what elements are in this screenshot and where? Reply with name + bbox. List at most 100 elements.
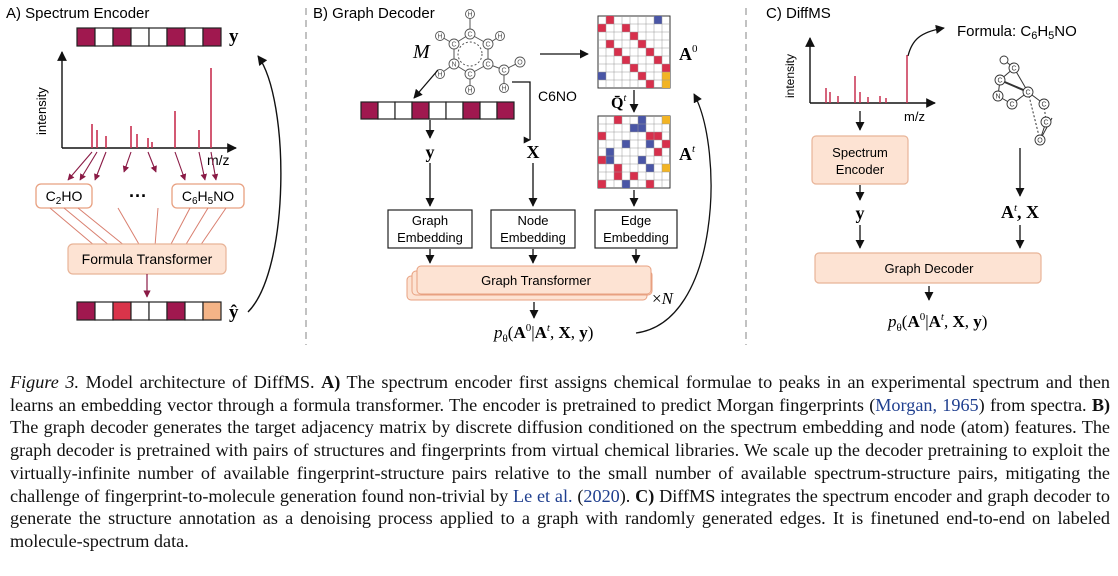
matrix-cell	[646, 140, 654, 148]
at-label: At	[679, 143, 696, 164]
b-y-vector	[360, 101, 515, 120]
matrix-cell	[606, 148, 614, 156]
panel-a: A) Spectrum Encoder y intensity m/z	[6, 5, 282, 323]
times-n-label: ×N	[652, 289, 675, 308]
matrix-cell	[606, 16, 614, 24]
matrix-cell	[598, 72, 606, 80]
matrix-cell	[654, 148, 662, 156]
svg-text:C: C	[1043, 120, 1048, 127]
caption-cite-le-year[interactable]: 2020	[583, 485, 620, 506]
matrix-cell	[622, 24, 630, 32]
svg-text:H: H	[467, 12, 472, 19]
matrix-cell	[614, 116, 622, 124]
matrix-cell	[614, 164, 622, 172]
caption-figure-label: Figure 3.	[10, 372, 80, 392]
matrix-cell	[630, 124, 638, 132]
c-y-label: y	[856, 203, 865, 223]
caption-cite-morgan[interactable]: Morgan, 1965	[875, 394, 979, 415]
matrix-cell	[646, 164, 654, 172]
svg-text:N: N	[995, 94, 1000, 101]
node-embedding-label-2: Embedding	[500, 230, 566, 245]
c-intensity-label: intensity	[783, 54, 797, 98]
formula-left-text: C2HO	[46, 188, 83, 207]
b-feedback-arrow	[635, 93, 712, 334]
svg-text:C: C	[1025, 90, 1030, 97]
matrix-cell	[638, 116, 646, 124]
c-mz-label: m/z	[904, 109, 925, 124]
c-noisy-graph-icon: C C N C C C C O	[992, 55, 1053, 146]
matrix-cell	[598, 24, 606, 32]
b-mol-to-x-line	[512, 81, 531, 140]
edge-embedding-box	[594, 209, 678, 249]
matrix-cell	[662, 64, 670, 72]
matrix-cell	[598, 180, 606, 188]
a-mz-label: m/z	[207, 152, 230, 168]
matrix-cell	[638, 40, 646, 48]
a-formula-lines	[49, 207, 227, 247]
y-vector-top	[76, 27, 222, 47]
caption-text-b: The graph decoder generates the target a…	[10, 417, 1110, 506]
c-spectrum-encoder-label-2: Encoder	[836, 162, 885, 177]
matrix-cell	[646, 48, 654, 56]
graph-embedding-label-2: Embedding	[397, 230, 463, 245]
matrix-cell	[654, 132, 662, 140]
a-peak-arrows	[67, 151, 219, 181]
a-intensity-label: intensity	[34, 87, 49, 135]
b-molecule-icon: HC CC CN CH HH HC OH	[435, 9, 526, 95]
svg-text:H: H	[501, 86, 506, 93]
matrix-cell	[662, 72, 670, 80]
c-graph-decoder-label: Graph Decoder	[885, 261, 975, 276]
caption-a-label: A)	[321, 372, 341, 392]
matrix-cell	[662, 140, 670, 148]
matrix-cell	[662, 164, 670, 172]
b-output-label: pθ(A0|At, X, y)	[493, 322, 593, 345]
y-output-label: y	[229, 26, 239, 47]
caption-text-a: The spectrum encoder first assigns chemi…	[10, 372, 1111, 415]
c-formula-arrow	[907, 24, 945, 57]
svg-text:H: H	[437, 72, 442, 79]
panel-c: C) DiffMS Formula: C6H5NO intensity m/z	[766, 5, 1077, 334]
matrix-cell	[598, 132, 606, 140]
a0-label: A0	[679, 43, 698, 64]
b-formula-label: C6NO	[538, 88, 577, 104]
graph-transformer-stack	[406, 265, 653, 301]
svg-text:C: C	[1009, 102, 1014, 109]
caption-text-intro: Model architecture of DiffMS.	[85, 372, 315, 392]
svg-text:H: H	[467, 88, 472, 95]
caption-text-c: DiffMS integrates the spectrum encoder a…	[10, 485, 1110, 551]
node-embedding-label-1: Node	[517, 213, 548, 228]
matrix-cell	[606, 156, 614, 164]
formula-dots: ···	[129, 186, 147, 206]
matrix-cell	[646, 180, 654, 188]
panel-a-title: A) Spectrum Encoder	[6, 5, 149, 22]
edge-embedding-label-1: Edge	[621, 213, 651, 228]
matrix-cell	[638, 72, 646, 80]
svg-text:N: N	[451, 62, 456, 69]
b-x-label: X	[527, 142, 540, 162]
formula-box-left	[35, 183, 93, 209]
matrix-cell	[638, 124, 646, 132]
caption-cite-le-authors[interactable]: Le et al.	[513, 485, 573, 506]
figure-caption: Figure 3. Model architecture of DiffMS. …	[10, 372, 1111, 551]
caption-text-b-end: ).	[619, 485, 631, 506]
matrix-cell	[654, 56, 662, 64]
a-loop-arrow	[247, 55, 282, 313]
a-spectrum-peaks	[91, 68, 212, 148]
svg-text:C: C	[1041, 102, 1046, 109]
svg-text:C: C	[997, 78, 1002, 85]
svg-text:C: C	[451, 42, 456, 49]
c-graph-decoder-box	[814, 252, 1042, 284]
svg-text:C: C	[467, 32, 472, 39]
matrix-cell	[638, 156, 646, 164]
c-spectrum-encoder-box	[811, 135, 909, 185]
matrix-cell	[622, 140, 630, 148]
q-bar-label: Q̄t	[611, 93, 626, 112]
c-formula-label: Formula: C6H5NO	[957, 23, 1077, 42]
caption-b-label: B)	[1091, 394, 1110, 415]
a0-matrix	[597, 15, 671, 89]
matrix-cell	[598, 156, 606, 164]
formula-transformer-label: Formula Transformer	[82, 251, 213, 267]
matrix-cell	[662, 80, 670, 88]
matrix-cell	[630, 64, 638, 72]
matrix-cell	[622, 56, 630, 64]
